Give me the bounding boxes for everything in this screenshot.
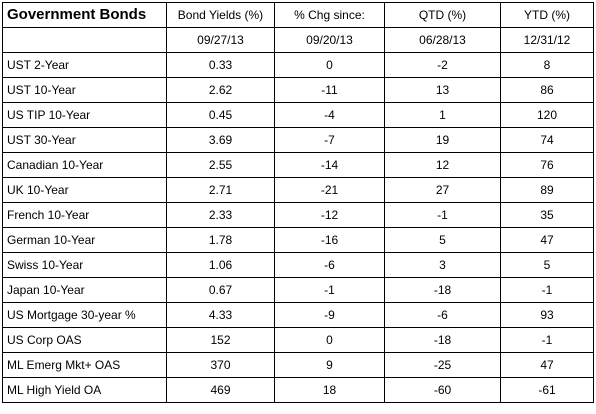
bond-yield-cell: 2.71 xyxy=(166,177,275,203)
ytd-cell: 93 xyxy=(500,302,594,328)
table-row: ML High Yield OA 469 18 -60 -61 xyxy=(2,377,594,403)
ytd-cell: 47 xyxy=(500,227,594,253)
table-row: US Mortgage 30-year % 4.33 -9 -6 93 xyxy=(2,302,594,328)
column-header-pct-chg-since: % Chg since: xyxy=(274,2,385,28)
bond-yield-cell: 469 xyxy=(166,377,275,403)
qtd-cell: -18 xyxy=(384,277,501,303)
bond-name-cell: US Mortgage 30-year % xyxy=(2,302,167,328)
table-row: Canadian 10-Year 2.55 -14 12 76 xyxy=(2,152,594,178)
column-header-qtd: QTD (%) xyxy=(384,2,501,28)
pct-chg-cell: 18 xyxy=(274,377,385,403)
header-row: Government Bonds Bond Yields (%) % Chg s… xyxy=(2,2,594,28)
ytd-cell: -61 xyxy=(500,377,594,403)
qtd-cell: 1 xyxy=(384,102,501,128)
bond-name-cell: US TIP 10-Year xyxy=(2,102,167,128)
ytd-cell: 5 xyxy=(500,252,594,278)
bond-name-cell: UK 10-Year xyxy=(2,177,167,203)
bond-yield-cell: 1.78 xyxy=(166,227,275,253)
qtd-cell: 19 xyxy=(384,127,501,153)
table-row: UST 30-Year 3.69 -7 19 74 xyxy=(2,127,594,153)
bond-name-cell: ML High Yield OA xyxy=(2,377,167,403)
bond-yield-cell: 3.69 xyxy=(166,127,275,153)
table-row: French 10-Year 2.33 -12 -1 35 xyxy=(2,202,594,228)
bond-name-cell: French 10-Year xyxy=(2,202,167,228)
bond-name-cell: US Corp OAS xyxy=(2,327,167,353)
ytd-cell: 35 xyxy=(500,202,594,228)
ytd-cell: -1 xyxy=(500,327,594,353)
pct-chg-cell: -16 xyxy=(274,227,385,253)
bond-yield-cell: 2.55 xyxy=(166,152,275,178)
table-row: Japan 10-Year 0.67 -1 -18 -1 xyxy=(2,277,594,303)
table-row: UST 10-Year 2.62 -11 13 86 xyxy=(2,77,594,103)
pct-chg-cell: -12 xyxy=(274,202,385,228)
bond-yield-cell: 152 xyxy=(166,327,275,353)
pct-chg-cell: -6 xyxy=(274,252,385,278)
qtd-cell: -6 xyxy=(384,302,501,328)
qtd-cell: -18 xyxy=(384,327,501,353)
ytd-cell: 8 xyxy=(500,52,594,78)
ytd-cell: 89 xyxy=(500,177,594,203)
pct-chg-cell: -14 xyxy=(274,152,385,178)
bond-name-cell: UST 30-Year xyxy=(2,127,167,153)
pct-chg-cell: -1 xyxy=(274,277,385,303)
table-row: US Corp OAS 152 0 -18 -1 xyxy=(2,327,594,353)
table-row: UK 10-Year 2.71 -21 27 89 xyxy=(2,177,594,203)
bond-table-container: Government Bonds Bond Yields (%) % Chg s… xyxy=(2,2,594,403)
qtd-cell: 5 xyxy=(384,227,501,253)
bond-name-cell: ML Emerg Mkt+ OAS xyxy=(2,352,167,378)
bond-yield-cell: 1.06 xyxy=(166,252,275,278)
pct-chg-cell: -11 xyxy=(274,77,385,103)
ytd-cell: -1 xyxy=(500,277,594,303)
table-row: UST 2-Year 0.33 0 -2 8 xyxy=(2,52,594,78)
date-bond-yields: 09/27/13 xyxy=(166,27,275,53)
bond-name-cell: German 10-Year xyxy=(2,227,167,253)
date-row-label-cell xyxy=(2,27,167,53)
table-row: ML Emerg Mkt+ OAS 370 9 -25 47 xyxy=(2,352,594,378)
bond-yield-cell: 2.33 xyxy=(166,202,275,228)
bond-yield-cell: 4.33 xyxy=(166,302,275,328)
ytd-cell: 76 xyxy=(500,152,594,178)
qtd-cell: -60 xyxy=(384,377,501,403)
pct-chg-cell: 9 xyxy=(274,352,385,378)
pct-chg-cell: -9 xyxy=(274,302,385,328)
qtd-cell: 27 xyxy=(384,177,501,203)
pct-chg-cell: -21 xyxy=(274,177,385,203)
bond-name-cell: UST 2-Year xyxy=(2,52,167,78)
ytd-cell: 120 xyxy=(500,102,594,128)
column-header-bond-yields: Bond Yields (%) xyxy=(166,2,275,28)
government-bonds-table: Government Bonds Bond Yields (%) % Chg s… xyxy=(2,2,594,403)
table-row: German 10-Year 1.78 -16 5 47 xyxy=(2,227,594,253)
column-header-ytd: YTD (%) xyxy=(500,2,594,28)
qtd-cell: 3 xyxy=(384,252,501,278)
qtd-cell: 13 xyxy=(384,77,501,103)
ytd-cell: 47 xyxy=(500,352,594,378)
qtd-cell: -2 xyxy=(384,52,501,78)
bond-name-cell: UST 10-Year xyxy=(2,77,167,103)
date-pct-chg-since: 09/20/13 xyxy=(274,27,385,53)
bond-name-cell: Japan 10-Year xyxy=(2,277,167,303)
table-row: Swiss 10-Year 1.06 -6 3 5 xyxy=(2,252,594,278)
bond-yield-cell: 0.67 xyxy=(166,277,275,303)
table-row: US TIP 10-Year 0.45 -4 1 120 xyxy=(2,102,594,128)
date-qtd: 06/28/13 xyxy=(384,27,501,53)
date-ytd: 12/31/12 xyxy=(500,27,594,53)
pct-chg-cell: 0 xyxy=(274,52,385,78)
table-title: Government Bonds xyxy=(2,2,167,28)
bond-yield-cell: 2.62 xyxy=(166,77,275,103)
pct-chg-cell: -7 xyxy=(274,127,385,153)
qtd-cell: 12 xyxy=(384,152,501,178)
ytd-cell: 86 xyxy=(500,77,594,103)
pct-chg-cell: 0 xyxy=(274,327,385,353)
bond-name-cell: Swiss 10-Year xyxy=(2,252,167,278)
bond-name-cell: Canadian 10-Year xyxy=(2,152,167,178)
bond-yield-cell: 0.33 xyxy=(166,52,275,78)
bond-yield-cell: 370 xyxy=(166,352,275,378)
pct-chg-cell: -4 xyxy=(274,102,385,128)
date-row: 09/27/13 09/20/13 06/28/13 12/31/12 xyxy=(2,27,594,53)
ytd-cell: 74 xyxy=(500,127,594,153)
qtd-cell: -25 xyxy=(384,352,501,378)
qtd-cell: -1 xyxy=(384,202,501,228)
bond-yield-cell: 0.45 xyxy=(166,102,275,128)
